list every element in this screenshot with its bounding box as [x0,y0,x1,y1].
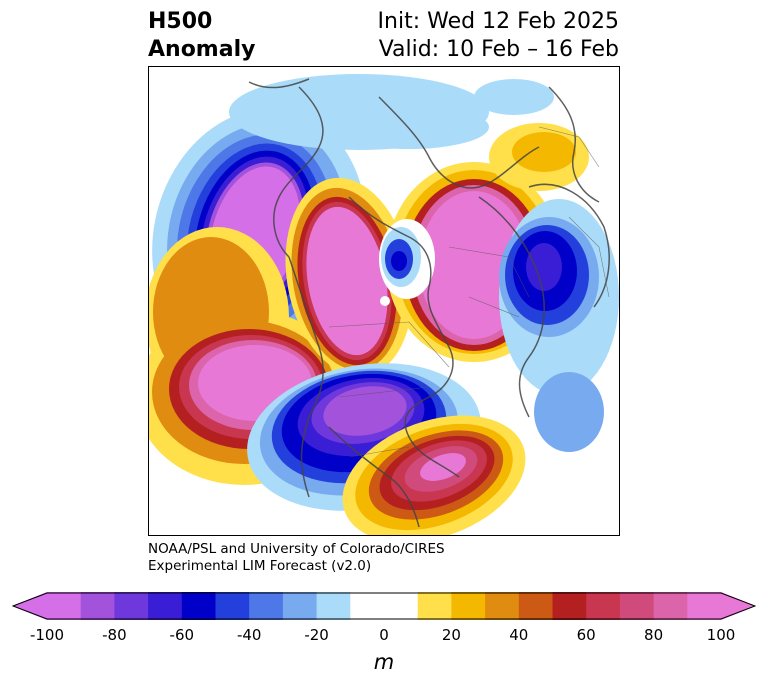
colorbar-segment [181,592,217,620]
colorbar-tick-label: 60 [576,626,596,644]
coastlines [248,78,610,528]
colorbar-segment [249,592,284,620]
colorbar-extend-max [721,592,756,620]
colorbar-tick-label: -40 [236,626,262,644]
anomaly-neg-hudson-bay [379,219,435,299]
colorbar [11,592,757,620]
colorbar-outline [11,592,757,620]
colorbar-segment [653,592,688,620]
valid-date: Valid: 10 Feb – 16 Feb [378,37,619,62]
colorbar-tick-label: 20 [441,626,461,644]
colorbar-tick-label: 100 [706,626,736,644]
title-line-2: Anomaly [148,37,256,62]
colorbar-tick-label: 40 [509,626,529,644]
colorbar-segment [451,592,486,620]
colorbar-segment [282,592,318,620]
colorbar-segment [687,592,722,620]
forecast-dates: Init: Wed 12 Feb 2025 Valid: 10 Feb – 16… [378,8,619,64]
colorbar-segment [350,592,385,620]
colorbar-segment [80,592,115,620]
colorbar-extend-min [12,592,47,620]
colorbar-tick-label: -100 [29,626,65,644]
credit-text: NOAA/PSL and University of Colorado/CIRE… [148,541,445,575]
colorbar-segment [518,592,554,620]
title-line-1: H500 [148,9,213,34]
colorbar-segment [148,592,183,620]
map-title: H500 Anomaly [148,8,255,64]
colorbar-segment [552,592,587,620]
anomaly-neg-arctic-band [229,74,554,150]
colorbar-tick-label: -80 [102,626,127,644]
colorbar-tick-label: 80 [644,626,664,644]
borders [328,126,610,458]
colorbar-segment [114,592,149,620]
colorbar-tick-label: -60 [169,626,195,644]
anomaly-map [148,66,620,536]
colorbar-segment [619,592,655,620]
anomaly-neg-central-asia [499,199,619,452]
colorbar-segment [384,592,419,620]
colorbar-segment [316,592,351,620]
credit-line-1: NOAA/PSL and University of Colorado/CIRE… [148,541,445,557]
credit-line-2: Experimental LIM Forecast (v2.0) [148,558,372,574]
colorbar-tick-label: -20 [304,626,329,644]
colorbar-segment [586,592,621,620]
colorbar-segment [215,592,250,620]
north-pole-marker [380,296,390,306]
colorbar-units: m [373,650,395,674]
colorbar-segment [417,592,452,620]
colorbar-segment [47,592,82,620]
anomaly-pos-east-asia [489,123,589,191]
anomaly-pos-north-pacific [149,227,352,485]
anomaly-pos-western-canada [285,177,413,377]
colorbar-segment [485,592,520,620]
init-date: Init: Wed 12 Feb 2025 [377,9,619,34]
colorbar-tick-label: 0 [379,626,389,644]
